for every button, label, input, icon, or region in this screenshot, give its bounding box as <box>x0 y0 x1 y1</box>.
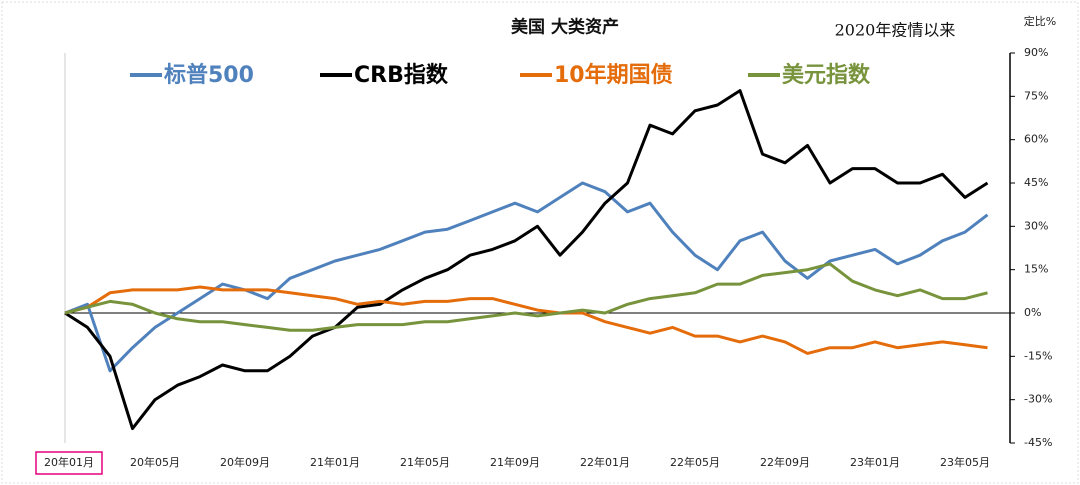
y-tick-label: 60% <box>1024 133 1048 146</box>
y-tick-label: 30% <box>1024 219 1048 232</box>
legend-label: CRB指数 <box>354 62 449 88</box>
x-tick-label: 20年09月 <box>220 455 270 469</box>
y-tick-label: -45% <box>1024 436 1052 449</box>
legend-label: 标普500 <box>164 62 254 88</box>
y-axis-title: 定比% <box>1024 14 1056 28</box>
x-tick-label: 21年05月 <box>400 455 450 469</box>
series-line <box>64 262 988 332</box>
x-tick-label: 23年01月 <box>850 455 900 469</box>
y-tick-label: 90% <box>1024 46 1048 59</box>
series-line <box>64 181 989 373</box>
series-line <box>64 285 988 355</box>
legend-label: 10年期国债 <box>554 62 673 88</box>
chart-subtitle: 2020年疫情以来 <box>835 21 956 40</box>
x-tick-label: 20年01月 <box>44 455 94 469</box>
series-line <box>64 89 989 431</box>
x-tick-label: 22年05月 <box>670 455 720 469</box>
x-tick-label: 20年05月 <box>130 455 180 469</box>
y-tick-label: 75% <box>1024 89 1048 102</box>
chart-title: 美国 大类资产 <box>511 17 619 38</box>
x-tick-label: 23年05月 <box>940 455 990 469</box>
y-tick-label: -15% <box>1024 349 1052 362</box>
x-tick-label: 21年01月 <box>310 455 360 469</box>
y-tick-label: 45% <box>1024 176 1048 189</box>
y-tick-label: -30% <box>1024 393 1052 406</box>
y-tick-label: 15% <box>1024 263 1048 276</box>
x-tick-label: 21年09月 <box>490 455 540 469</box>
legend-label: 美元指数 <box>782 62 871 88</box>
y-tick-label: 0% <box>1024 306 1041 319</box>
x-tick-label: 22年01月 <box>580 455 630 469</box>
x-tick-label: 22年09月 <box>760 455 810 469</box>
highlight-box <box>35 451 103 475</box>
